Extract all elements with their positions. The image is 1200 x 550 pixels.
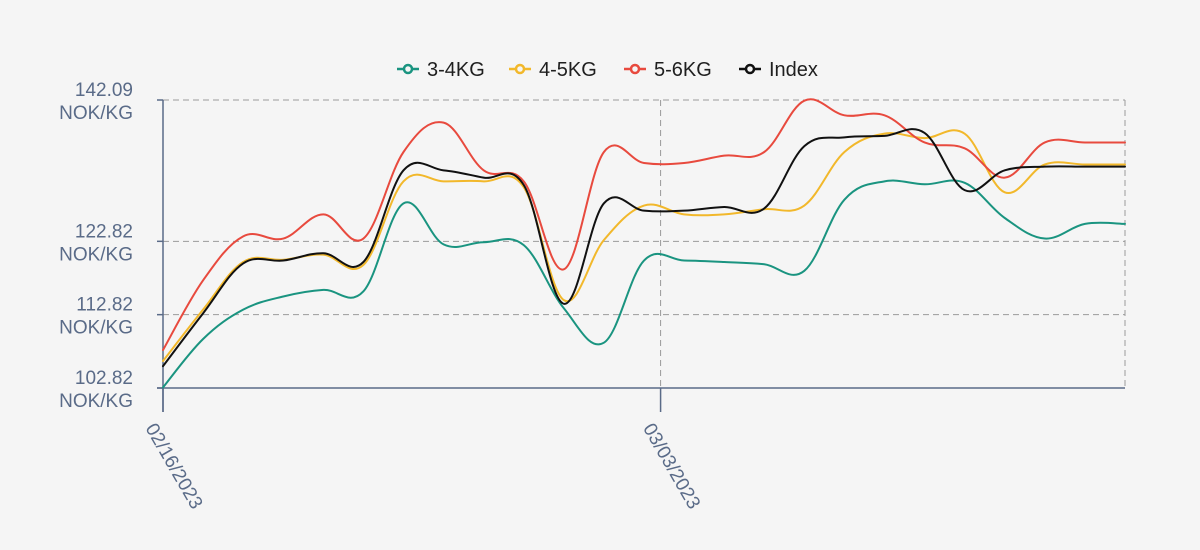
- y-tick-unit: NOK/KG: [59, 103, 133, 124]
- legend-marker-icon: [514, 63, 526, 75]
- legend[interactable]: 3-4KG 4-5KG 5-6KG Index: [397, 59, 818, 81]
- legend-label: 5-6KG: [654, 59, 712, 81]
- y-tick-label: 122.82: [75, 221, 133, 242]
- legend-label: 4-5KG: [539, 59, 597, 81]
- legend-marker-icon: [629, 63, 641, 75]
- y-tick-label: 112.82: [76, 295, 133, 316]
- series-line-index: [162, 128, 1126, 368]
- grid-lines: [162, 99, 1126, 389]
- legend-item[interactable]: 4-5KG: [509, 59, 597, 81]
- legend-label: 3-4KG: [427, 59, 485, 81]
- series-line-4-5kg: [162, 129, 1126, 363]
- legend-marker-icon: [744, 63, 756, 75]
- legend-item[interactable]: 3-4KG: [397, 59, 485, 81]
- series-lines: [162, 98, 1126, 389]
- y-tick-unit: NOK/KG: [59, 318, 133, 339]
- x-tick-label: 02/16/2023: [141, 420, 207, 513]
- legend-marker-icon: [402, 63, 414, 75]
- y-tick-label: 102.82: [75, 368, 133, 389]
- legend-label: Index: [769, 59, 818, 81]
- legend-item[interactable]: 5-6KG: [624, 59, 712, 81]
- x-tick-label: 03/03/2023: [638, 420, 704, 513]
- series-line-5-6kg: [162, 98, 1126, 352]
- y-tick-unit: NOK/KG: [59, 391, 133, 412]
- x-axis-ticks: 02/16/2023 03/03/2023: [141, 420, 704, 513]
- legend-item[interactable]: Index: [739, 59, 818, 81]
- y-axis-ticks: 142.09NOK/KG122.82NOK/KG112.82NOK/KG102.…: [59, 80, 133, 412]
- y-tick-label: 142.09: [75, 80, 133, 101]
- y-tick-unit: NOK/KG: [59, 244, 133, 265]
- series-line-3-4kg: [162, 179, 1126, 389]
